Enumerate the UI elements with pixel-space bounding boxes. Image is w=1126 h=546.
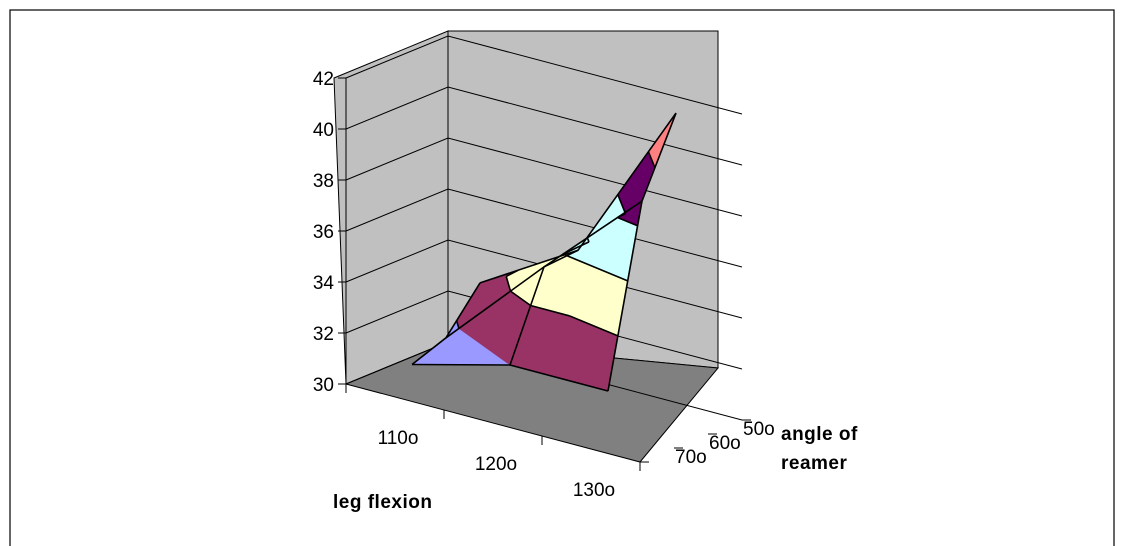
z-tick-label: 42: [313, 69, 334, 90]
gridline: [345, 290, 743, 370]
x-tick-label: 130o: [573, 480, 615, 501]
surface-contour-line: [505, 276, 512, 292]
y-axis-title-line2: reamer: [781, 453, 847, 474]
z-tick-label: 30: [313, 375, 334, 396]
surface-contour-line: [455, 320, 460, 329]
gridline: [345, 86, 743, 166]
x-tick-label: 110o: [378, 428, 419, 449]
surface-contour-line: [562, 241, 590, 255]
y-axis-title-line1: angle of: [781, 424, 858, 445]
surface-mesh-column: [411, 282, 481, 366]
z-tick-label: 34: [313, 273, 335, 294]
x-tick-label: 120o: [475, 454, 517, 475]
y-tick-label: 70o: [675, 447, 707, 468]
surface-contour-line: [586, 237, 590, 243]
gridline: [345, 35, 743, 115]
surface-contour-line: [617, 212, 626, 219]
surface-contour-line: [510, 290, 532, 307]
surface-plot: [411, 112, 677, 392]
surface-contour-line: [647, 151, 656, 169]
surface-contour-line: [617, 194, 627, 214]
surface-contour-line: [530, 304, 570, 317]
z-tick-label: 38: [313, 171, 334, 192]
surface-contour-line: [505, 269, 519, 278]
gridline: [345, 239, 743, 319]
surface-contour-line: [562, 253, 629, 282]
surface-mesh-column: [607, 112, 677, 392]
gridline: [345, 188, 743, 268]
y-tick-label: 50o: [743, 419, 775, 440]
z-tick-label: 32: [313, 324, 334, 345]
z-tick-label: 36: [313, 222, 334, 243]
surface-contour-line: [568, 315, 619, 337]
surface-contour-line: [617, 216, 638, 227]
z-tick-label: 40: [313, 120, 334, 141]
x-axis-title: leg flexion: [333, 492, 432, 513]
y-tick-label: 60o: [709, 433, 741, 454]
